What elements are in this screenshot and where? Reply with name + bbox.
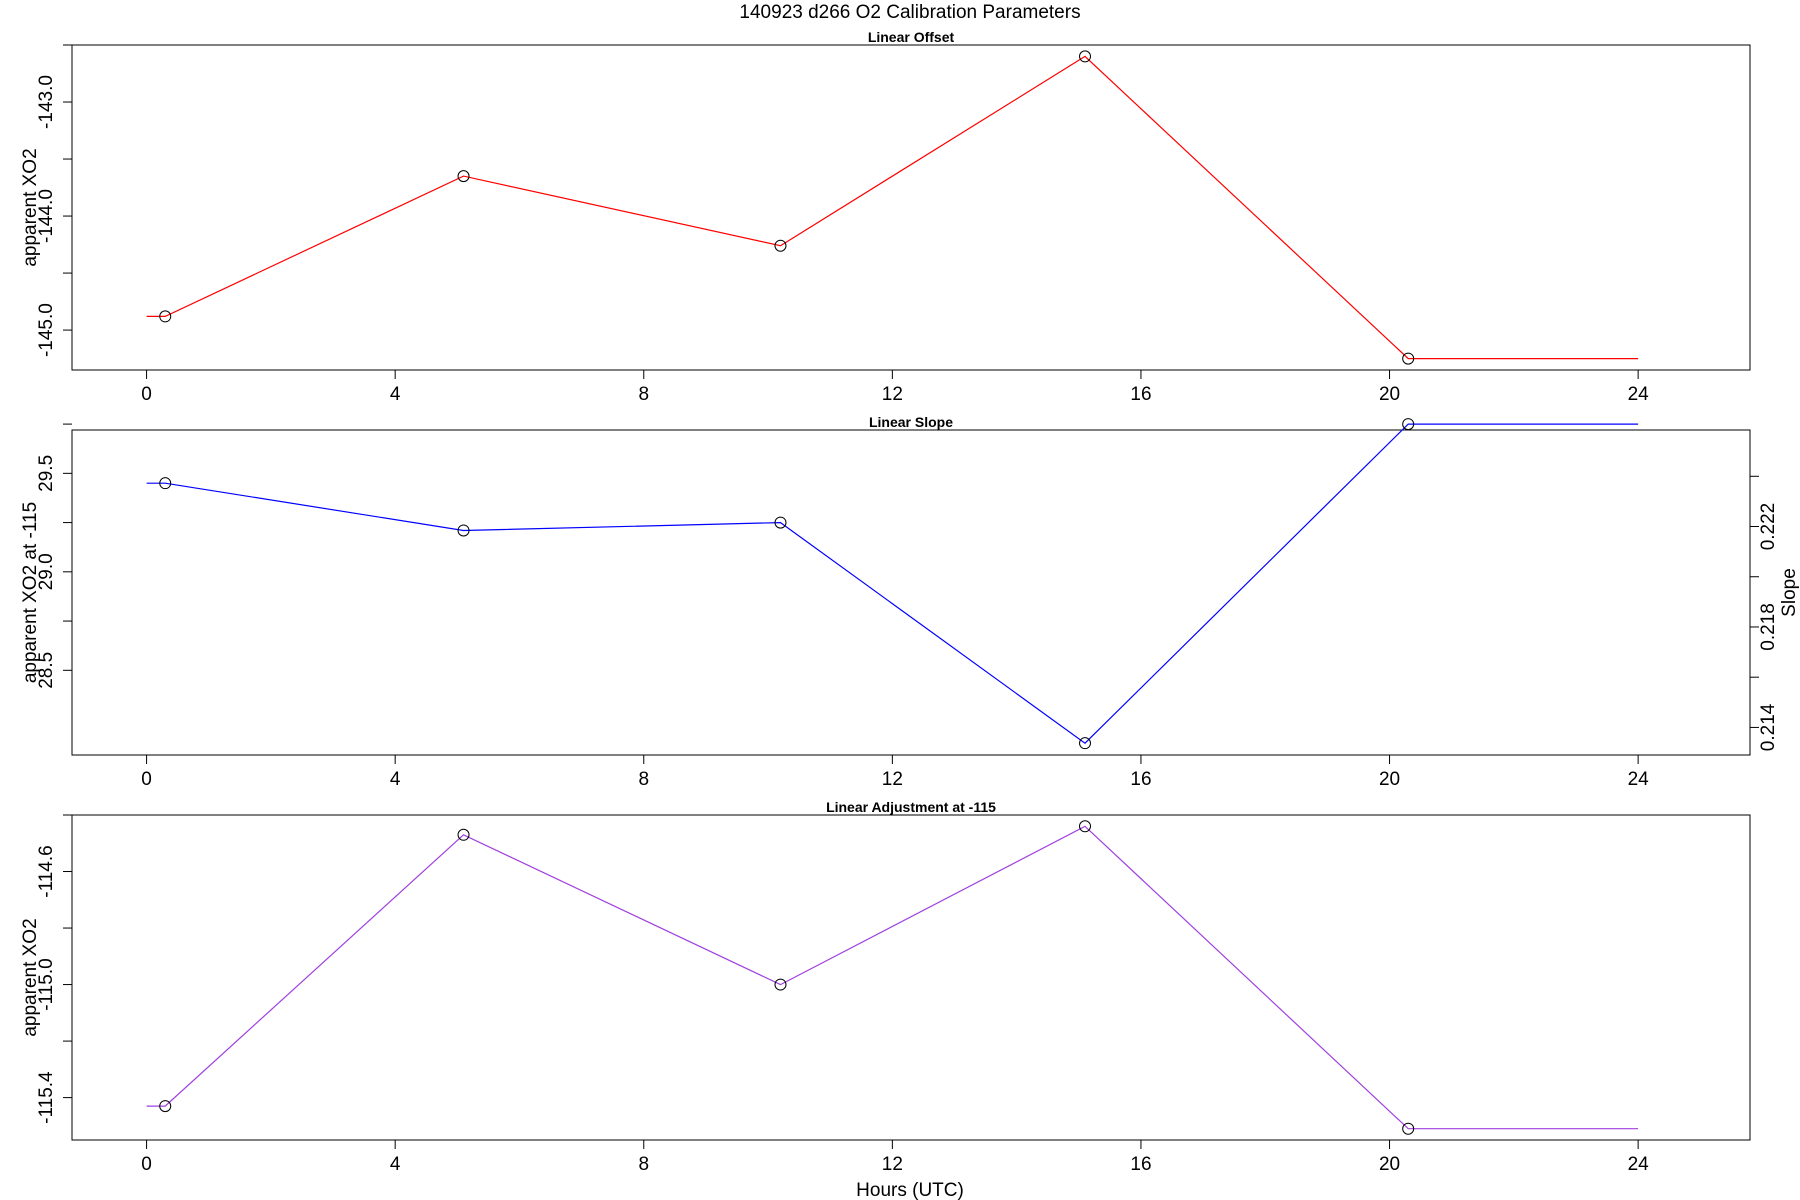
data-point bbox=[1402, 1122, 1415, 1135]
series-line bbox=[146, 825, 1639, 1130]
figure-title: 140923 d266 O2 Calibration Parameters bbox=[739, 2, 1080, 23]
y-tick-label: -115.0 bbox=[36, 958, 57, 1010]
y-right-tick-label: 0.214 bbox=[1758, 703, 1779, 751]
data-point bbox=[159, 477, 172, 490]
x-tick-label: 0 bbox=[141, 769, 152, 790]
y-right-tick-label: 0.218 bbox=[1758, 603, 1779, 651]
x-tick-label: 8 bbox=[638, 384, 649, 405]
x-tick-label: 16 bbox=[1130, 769, 1151, 790]
data-point bbox=[774, 239, 787, 252]
x-tick-label: 12 bbox=[882, 384, 903, 405]
x-axis-title: Hours (UTC) bbox=[856, 1180, 964, 1200]
plot-frame bbox=[71, 814, 1751, 1141]
y-axis-title: apparent XO2 at -115 bbox=[20, 502, 41, 683]
x-tick-label: 8 bbox=[638, 769, 649, 790]
y-right-tick-label: 0.222 bbox=[1758, 503, 1779, 551]
data-point bbox=[159, 310, 172, 323]
data-point bbox=[774, 516, 787, 529]
data-point bbox=[1079, 820, 1092, 833]
panel-2: Linear Slope 0 4 8 12 16 20 24 28.5 29.0 29.5 0.214… bbox=[20, 414, 1800, 790]
y-tick-label: 28.5 bbox=[36, 652, 57, 689]
data-point bbox=[457, 170, 470, 183]
data-point bbox=[457, 524, 470, 537]
panel-title: Linear Offset bbox=[868, 29, 955, 45]
data-point bbox=[1402, 418, 1415, 431]
panel-title: Linear Adjustment at -115 bbox=[826, 799, 996, 815]
x-tick-label: 20 bbox=[1379, 384, 1400, 405]
panel-title: Linear Slope bbox=[869, 414, 953, 430]
y-tick-label: -114.6 bbox=[36, 845, 57, 897]
x-tick-label: 24 bbox=[1628, 1154, 1650, 1175]
data-point bbox=[1079, 50, 1092, 63]
data-point bbox=[159, 1100, 172, 1113]
x-tick-label: 4 bbox=[390, 1154, 401, 1175]
x-tick-label: 20 bbox=[1379, 769, 1400, 790]
x-tick-label: 4 bbox=[390, 384, 401, 405]
data-point bbox=[774, 978, 787, 991]
x-tick-label: 8 bbox=[638, 1154, 649, 1175]
y-axis-title: apparent XO2 bbox=[20, 918, 41, 1036]
plot-frame bbox=[71, 44, 1751, 371]
y-tick-label: -115.4 bbox=[36, 1071, 57, 1124]
y-tick-label: -143.0 bbox=[36, 75, 57, 129]
panel-1: Linear Offset 0 4 8 12 16 20 24 -145.0 -144.0 -143… bbox=[20, 29, 1751, 405]
y-tick-label: 29.0 bbox=[36, 553, 57, 590]
series-line bbox=[146, 423, 1639, 744]
y-right-axis-title: Slope bbox=[1779, 568, 1800, 617]
x-tick-label: 4 bbox=[390, 769, 401, 790]
data-point bbox=[1079, 737, 1092, 750]
data-point bbox=[1402, 352, 1415, 365]
y-tick-label: -145.0 bbox=[36, 303, 57, 357]
x-tick-label: 24 bbox=[1628, 769, 1650, 790]
plot-frame bbox=[71, 429, 1751, 756]
chart-panels: Linear Offset 0 4 8 12 16 20 24 -145.0 -144.0 -143… bbox=[20, 29, 1800, 1175]
x-tick-label: 16 bbox=[1130, 384, 1151, 405]
data-point bbox=[457, 828, 470, 841]
y-tick-label: 29.5 bbox=[36, 455, 57, 492]
series-line bbox=[146, 55, 1639, 360]
x-tick-label: 12 bbox=[882, 1154, 903, 1175]
x-tick-label: 20 bbox=[1379, 1154, 1400, 1175]
x-tick-label: 16 bbox=[1130, 1154, 1151, 1175]
x-tick-label: 12 bbox=[882, 769, 903, 790]
x-tick-label: 24 bbox=[1628, 384, 1650, 405]
y-axis-title: apparent XO2 bbox=[20, 148, 41, 266]
x-tick-label: 0 bbox=[141, 1154, 152, 1175]
x-tick-label: 0 bbox=[141, 384, 152, 405]
panel-3: Linear Adjustment at -115 0 4 8 12 16 20 24 -115… bbox=[20, 799, 1751, 1175]
y-tick-label: -144.0 bbox=[36, 189, 57, 243]
